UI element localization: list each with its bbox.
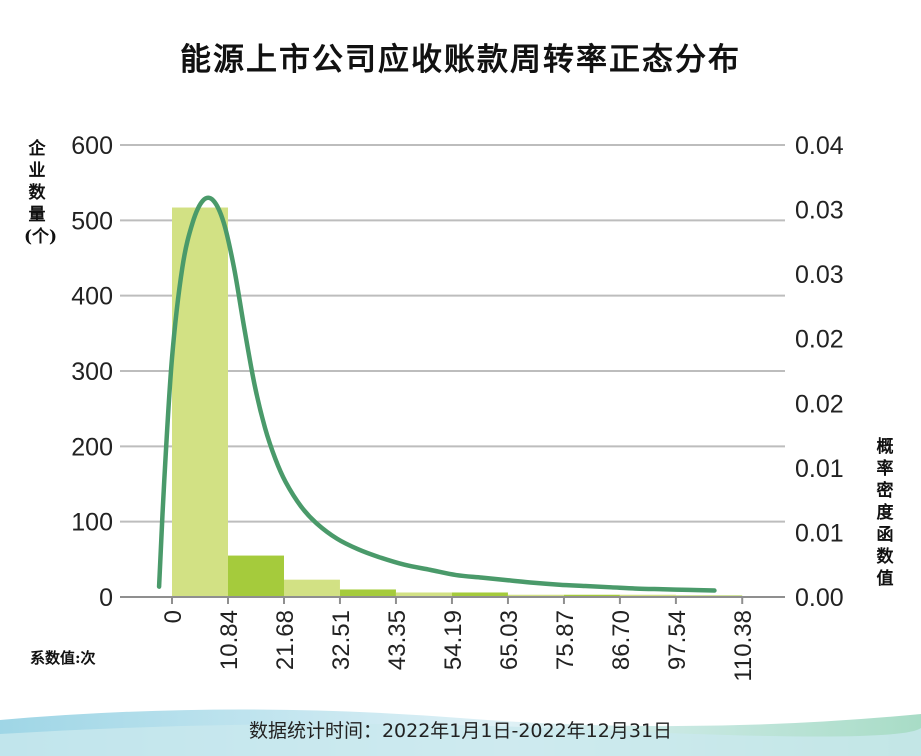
x-tick-label: 32.51 <box>328 610 355 670</box>
x-tick-label: 43.35 <box>384 610 411 670</box>
footer-decoration <box>0 709 921 756</box>
y2-tick-label: 0.03 <box>795 261 844 289</box>
x-tick-label: 65.03 <box>496 610 523 670</box>
left-axis-label: 企业数量(个) <box>24 139 58 247</box>
density-curve <box>156 195 717 593</box>
histogram-bar <box>284 579 340 597</box>
y-tick-label: 200 <box>71 433 113 461</box>
x-unit-label: 系数值:次 <box>30 649 96 667</box>
histogram-bar <box>619 594 676 597</box>
y2-tick-label: 0.02 <box>795 326 844 354</box>
right-axis-label: 概率密度函数值 <box>876 437 894 589</box>
y-tick-label: 0 <box>99 584 113 612</box>
chart-title: 能源上市公司应收账款周转率正态分布 <box>180 42 741 78</box>
x-tick-label: 75.87 <box>552 610 579 670</box>
density-curve-layer <box>156 195 717 593</box>
gridlines <box>120 144 785 523</box>
x-tick-label: 10.84 <box>216 610 243 670</box>
y2-tick-label: 0.02 <box>795 390 844 418</box>
y-tick-label: 300 <box>71 358 113 386</box>
x-tick-label: 110.38 <box>730 610 757 682</box>
histogram-bar <box>507 594 564 597</box>
x-tick-label: 0 <box>160 610 187 623</box>
histogram-bar <box>339 589 396 597</box>
footer-date-range: 数据统计时间：2022年1月1日-2022年12月31日 <box>248 720 673 742</box>
x-tick-label: 21.68 <box>272 610 299 670</box>
histogram-bar <box>451 592 508 597</box>
chart-plot: 0 100 200 300 400 500 600 0.00 0.01 0.01 0.02 0.02 0… <box>71 132 843 682</box>
y2-tick-label: 0.00 <box>795 584 844 612</box>
y2-tick-label: 0.01 <box>795 519 844 547</box>
x-tick-label: 54.19 <box>440 610 467 670</box>
y-tick-label: 100 <box>71 509 113 537</box>
y-tick-label: 400 <box>71 283 113 311</box>
histogram-bar <box>228 555 284 597</box>
y2-tick-label: 0.03 <box>795 197 844 225</box>
histogram-bar <box>395 592 452 597</box>
axes: 0 100 200 300 400 500 600 0.00 0.01 0.01 0.02 0.02 0… <box>71 132 843 682</box>
histogram-bar <box>563 594 620 597</box>
y-tick-label: 500 <box>71 207 113 235</box>
y2-tick-label: 0.01 <box>795 455 844 483</box>
x-tick-label: 86.70 <box>608 610 635 670</box>
y2-tick-label: 0.04 <box>795 132 844 160</box>
y-tick-label: 600 <box>71 132 113 160</box>
x-tick-label: 97.54 <box>664 610 691 670</box>
